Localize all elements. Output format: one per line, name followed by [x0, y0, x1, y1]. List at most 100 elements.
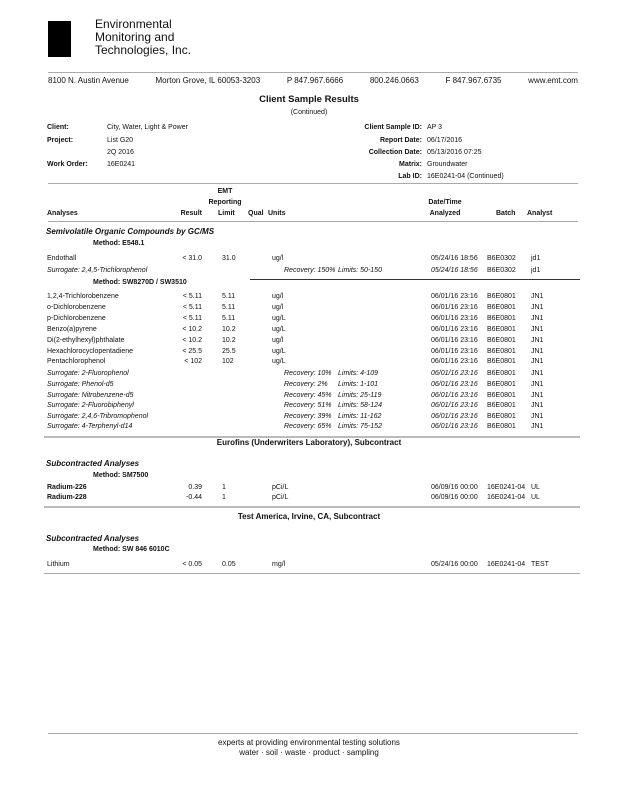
result-value: < 10.2 — [182, 326, 202, 333]
batch: B6E0801 — [487, 423, 516, 430]
analyte-name: Radium-226 — [47, 484, 87, 491]
date-analyzed: 05/24/16 18:56 — [431, 255, 478, 262]
info-label: Client Sample ID: — [364, 124, 422, 131]
section-title: Semivolatile Organic Compounds by GC/MS — [46, 227, 215, 236]
reporting-limit: 0.05 — [222, 561, 236, 568]
batch: B6E0801 — [487, 304, 516, 311]
divider — [48, 733, 578, 734]
analyte-name: Surrogate: 2-Fluorobiphenyl — [47, 402, 134, 409]
table-row: Surrogate: Nitrobenzene-d5 Recovery: 45% L… — [0, 392, 618, 402]
units: ug/L — [272, 348, 286, 355]
analyte-name: o-Dichlorobenzene — [47, 304, 106, 311]
reporting-limit: 5.11 — [222, 315, 236, 322]
batch: B6E0801 — [487, 326, 516, 333]
batch: 16E0241-04 — [487, 494, 526, 501]
date-analyzed: 06/01/16 23:16 — [431, 392, 478, 399]
info-value: AP 3 — [427, 124, 443, 131]
reporting-limit: 10.2 — [222, 337, 236, 344]
footer-services: water · soil · waste · product · samplin… — [239, 748, 379, 757]
table-row: 1,2,4-Trichlorobenzene < 5.11 5.11 ug/l 06/0… — [0, 293, 618, 303]
table-row: Hexachlorocyclopentadiene < 25.5 25.5 ug/L 0… — [0, 348, 618, 358]
analyst: JN1 — [531, 358, 544, 365]
table-row: Surrogate: 2-Fluorophenol Recovery: 10% Li… — [0, 370, 618, 380]
date-analyzed: 06/01/16 23:16 — [431, 337, 478, 344]
method-label: Method: SW 846 6010C — [93, 546, 170, 553]
info-label: Matrix: — [399, 161, 422, 168]
company-name-line: Environmental — [95, 17, 172, 31]
analyte-name: Benzo(a)pyrene — [47, 326, 97, 333]
info-label: Report Date: — [379, 137, 422, 144]
result-value: < 0.05 — [182, 561, 202, 568]
batch: 16E0241-04 — [487, 561, 526, 568]
recovery: Recovery: 45% — [284, 392, 332, 399]
analyte-name: 1,2,4-Trichlorobenzene — [47, 293, 119, 300]
units: ug/L — [272, 326, 286, 333]
recovery-limits: Limits: 25-119 — [338, 392, 382, 399]
table-row: Surrogate: 2,4,6-Tribromophenol Recovery:… — [0, 413, 618, 423]
company-name-line: Technologies, Inc. — [95, 43, 192, 57]
recovery: Recovery: 65% — [284, 423, 332, 430]
date-analyzed: 06/01/16 23:16 — [431, 315, 478, 322]
analyst: JN1 — [531, 413, 544, 420]
info-value: 06/17/2016 — [427, 137, 463, 144]
result-value: < 5.11 — [182, 293, 202, 300]
info-value: 16E0241 — [107, 161, 136, 168]
table-row: o-Dichlorobenzene < 5.11 5.11 ug/l 06/01/16 … — [0, 304, 618, 314]
recovery-limits: Limits: 50-150 — [338, 267, 382, 274]
analyte-name: Surrogate: Phenol-d5 — [47, 381, 114, 388]
city: Morton Grove, IL 60053-3203 — [155, 76, 261, 85]
date-analyzed: 06/01/16 23:16 — [431, 304, 478, 311]
reporting-limit: 5.11 — [222, 304, 236, 311]
analyte-name: Di(2-ethylhexyl)phthalate — [47, 337, 125, 344]
table-row: Radium-226 0.39 1 pCi/L 06/09/16 00:00 16E024… — [0, 484, 618, 494]
table-row: p-Dichlorobenzene < 5.11 5.11 ug/L 06/01/16 … — [0, 315, 618, 325]
info-value: Groundwater — [427, 161, 468, 168]
divider — [48, 221, 578, 222]
method-label: Method: SM7500 — [93, 472, 149, 479]
table-row: Surrogate: Phenol-d5 Recovery: 2% Limits: … — [0, 381, 618, 391]
address-bar: 8100 N. Austin Avenue Morton Grove, IL 6… — [48, 76, 578, 85]
company-name: Environmental Monitoring and Technologie… — [95, 18, 191, 57]
analyte-name: Surrogate: Nitrobenzene-d5 — [47, 392, 134, 399]
units: ug/L — [272, 315, 286, 322]
date-analyzed: 06/01/16 23:16 — [431, 402, 478, 409]
batch: B6E0302 — [487, 255, 516, 262]
divider — [250, 279, 580, 280]
col-datetime: Date/Time — [428, 199, 462, 206]
batch: B6E0801 — [487, 392, 516, 399]
batch: B6E0801 — [487, 381, 516, 388]
analyte-name: Lithium — [47, 561, 70, 568]
col-emt: EMT — [217, 188, 233, 195]
analyte-name: Surrogate: 2,4,6-Tribromophenol — [47, 413, 149, 420]
reporting-limit: 25.5 — [222, 348, 236, 355]
analyte-name: Surrogate: 2-Fluorophenol — [47, 370, 129, 377]
recovery: Recovery: 2% — [284, 381, 328, 388]
reporting-limit: 1 — [222, 494, 226, 501]
info-value: 16E0241-04 (Continued) — [427, 173, 504, 180]
analyst: JN1 — [531, 304, 544, 311]
result-value: < 5.11 — [182, 315, 202, 322]
footer-tagline: experts at providing environmental testi… — [218, 738, 400, 747]
col-result: Result — [180, 210, 202, 217]
analyte-name: p-Dichlorobenzene — [47, 315, 106, 322]
batch: B6E0801 — [487, 413, 516, 420]
page-title: Client Sample Results — [259, 94, 359, 105]
info-value: 05/13/2016 07:25 — [427, 149, 482, 156]
recovery-limits: Limits: 4-109 — [338, 370, 379, 377]
table-row: Surrogate: 2,4,5-Trichlorophenol Recovery… — [0, 267, 618, 277]
table-row: Lithium < 0.05 0.05 mg/l 05/24/16 00:00 16E02… — [0, 561, 618, 571]
info-label: Work Order: — [47, 161, 88, 168]
website-link[interactable]: www.emt.com — [528, 76, 578, 85]
table-row: Endothall < 31.0 31.0 ug/l 05/24/16 18:56 B6E… — [0, 255, 618, 265]
divider — [44, 506, 580, 508]
table-row: Benzo(a)pyrene < 10.2 10.2 ug/L 06/01/16 23:… — [0, 326, 618, 336]
result-value: < 25.5 — [182, 348, 202, 355]
analyst: JN1 — [531, 381, 544, 388]
street: 8100 N. Austin Avenue — [48, 76, 129, 85]
date-analyzed: 06/01/16 23:16 — [431, 358, 478, 365]
result-value: -0.44 — [186, 494, 202, 501]
info-value: List G20 — [107, 137, 134, 144]
analyst: JN1 — [531, 348, 544, 355]
table-row: Surrogate: 2-Fluorobiphenyl Recovery: 51%… — [0, 402, 618, 412]
divider — [48, 72, 578, 73]
